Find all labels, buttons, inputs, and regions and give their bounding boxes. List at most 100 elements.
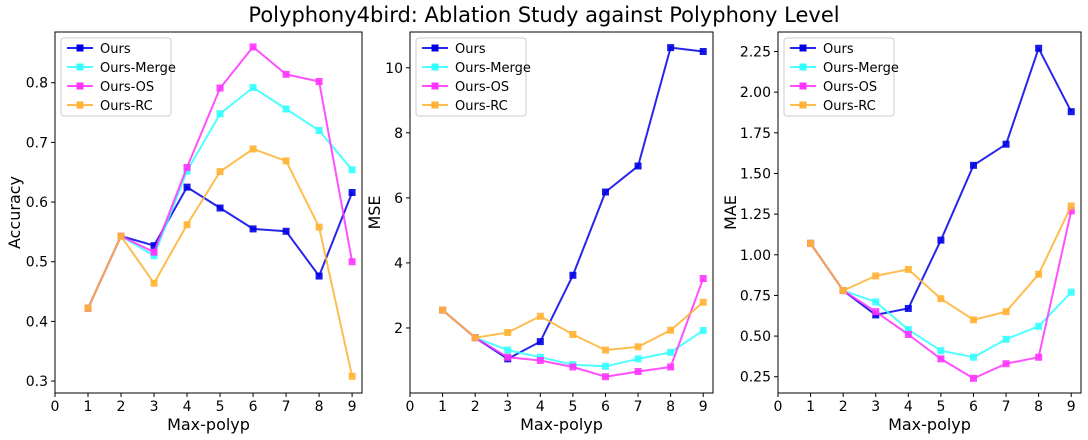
y-tick-label: 8: [394, 126, 403, 142]
data-point: [937, 355, 945, 363]
data-point: [216, 204, 224, 212]
data-point: [1002, 140, 1010, 148]
y-tick-label: 0.3: [26, 374, 48, 390]
x-tick-label: 0: [774, 399, 783, 415]
data-point: [969, 161, 977, 169]
data-point: [249, 83, 257, 91]
x-tick-label: 8: [1034, 399, 1043, 415]
data-point: [1067, 108, 1075, 116]
x-tick-label: 7: [282, 399, 291, 415]
x-tick-label: 9: [1067, 399, 1076, 415]
y-tick-label: 0.5: [26, 255, 48, 271]
data-point: [1002, 308, 1010, 316]
x-tick-label: 2: [471, 399, 480, 415]
data-point: [1067, 288, 1075, 296]
data-point: [872, 272, 880, 280]
data-point: [504, 346, 512, 354]
legend-label: Ours-RC: [455, 99, 508, 114]
y-axis-label: Accuracy: [5, 176, 24, 249]
data-point: [183, 167, 191, 175]
data-point: [150, 279, 158, 287]
legend-box: [60, 37, 172, 117]
legend-label: Ours-OS: [823, 80, 877, 95]
data-point: [667, 44, 675, 52]
data-point: [282, 105, 290, 113]
legend: Ours Ours-Merge Ours-OS Ours-RC: [415, 37, 531, 117]
data-point: [348, 372, 356, 380]
data-point: [667, 348, 675, 356]
data-point: [348, 166, 356, 174]
y-tick-label: 1.25: [740, 207, 771, 223]
legend-entry: Ours-Merge: [790, 61, 899, 76]
y-axis-label: MAE: [721, 195, 740, 230]
data-point: [904, 330, 912, 338]
legend-marker: [799, 101, 807, 109]
chart-panels: 0 1 2 3 4 5 6 7 8 9 0.3 0.4 0.5 0.6 0.7 0.8 Max-polyp Acc…: [5, 31, 1082, 434]
data-point: [969, 374, 977, 382]
x-tick-label: 9: [348, 399, 357, 415]
y-tick-label: 1.00: [740, 248, 771, 264]
y-tick-label: 0.50: [740, 329, 771, 345]
data-point: [667, 326, 675, 334]
legend-label: Ours-OS: [455, 80, 509, 95]
x-tick-label: 1: [806, 399, 815, 415]
x-tick-label: 3: [503, 399, 512, 415]
data-point: [634, 355, 642, 363]
legend-marker: [76, 44, 84, 52]
x-tick-label: 3: [871, 399, 880, 415]
x-tick-label: 1: [438, 399, 447, 415]
legend-label: Ours-Merge: [455, 61, 531, 76]
data-point: [150, 248, 158, 256]
legend-label: Ours-Merge: [823, 61, 899, 76]
x-tick-label: 7: [634, 399, 643, 415]
x-axis-label: Max-polyp: [167, 415, 250, 434]
x-axis-label: Max-polyp: [888, 415, 971, 434]
legend-marker: [799, 63, 807, 71]
data-point: [150, 252, 158, 260]
x-tick-label: 2: [117, 399, 126, 415]
x-tick-label: 3: [150, 399, 159, 415]
x-tick-label: 8: [315, 399, 324, 415]
legend-entry: Ours-RC: [67, 99, 153, 114]
data-point: [569, 271, 577, 279]
y-axis-label: MSE: [365, 195, 384, 229]
data-point: [536, 312, 544, 320]
data-point: [969, 353, 977, 361]
data-point: [471, 334, 479, 342]
data-point: [249, 43, 257, 51]
legend-marker: [431, 101, 439, 109]
legend-label: Ours-RC: [823, 99, 876, 114]
legend-entry: Ours-Merge: [67, 61, 176, 76]
data-point: [504, 353, 512, 361]
series-ours-merge: [84, 83, 356, 312]
data-point: [1035, 353, 1043, 361]
y-tick-label: 1.75: [740, 126, 771, 142]
y-tick-label: 0.4: [26, 314, 48, 330]
legend-entry: Ours: [790, 42, 854, 57]
data-point: [872, 298, 880, 306]
data-point: [216, 84, 224, 92]
data-point: [183, 221, 191, 229]
y-tick-label: 0.6: [26, 195, 48, 211]
data-point: [667, 363, 675, 371]
x-tick-label: 0: [51, 399, 60, 415]
x-tick-label: 6: [969, 399, 978, 415]
data-point: [84, 304, 92, 312]
data-point: [937, 236, 945, 244]
legend: Ours Ours-Merge Ours-OS Ours-RC: [60, 37, 176, 117]
legend-entry: Ours-Merge: [422, 61, 531, 76]
legend-entry: Ours-OS: [422, 80, 509, 95]
x-tick-label: 8: [666, 399, 675, 415]
data-point: [439, 306, 447, 314]
data-point: [282, 70, 290, 78]
y-tick-label: 2.00: [740, 85, 771, 101]
legend-label: Ours: [100, 42, 131, 57]
data-point: [1035, 270, 1043, 278]
x-tick-label: 5: [216, 399, 225, 415]
data-point: [904, 326, 912, 334]
legend-entry: Ours-OS: [67, 80, 154, 95]
data-point: [839, 287, 847, 295]
data-point: [282, 157, 290, 165]
data-point: [1002, 335, 1010, 343]
x-tick-label: 5: [568, 399, 577, 415]
